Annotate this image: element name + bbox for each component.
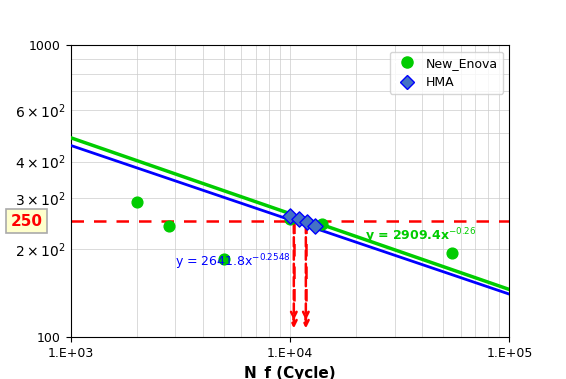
Text: y = 2909.4x$^{-0.26}$: y = 2909.4x$^{-0.26}$	[365, 226, 477, 246]
New_Enova	[132, 199, 142, 205]
New_Enova	[448, 250, 457, 256]
HMA	[286, 213, 295, 219]
Text: y = 2641.8x$^{-0.2548}$: y = 2641.8x$^{-0.2548}$	[175, 252, 291, 272]
X-axis label: N_f (Cycle): N_f (Cycle)	[245, 366, 336, 379]
New_Enova	[318, 221, 327, 227]
Legend: New_Enova, HMA: New_Enova, HMA	[390, 52, 503, 94]
HMA	[295, 216, 304, 222]
New_Enova	[220, 256, 229, 262]
Text: 250: 250	[11, 214, 43, 229]
New_Enova	[164, 223, 173, 229]
New_Enova	[286, 216, 295, 222]
HMA	[311, 223, 320, 229]
HMA	[303, 219, 312, 225]
